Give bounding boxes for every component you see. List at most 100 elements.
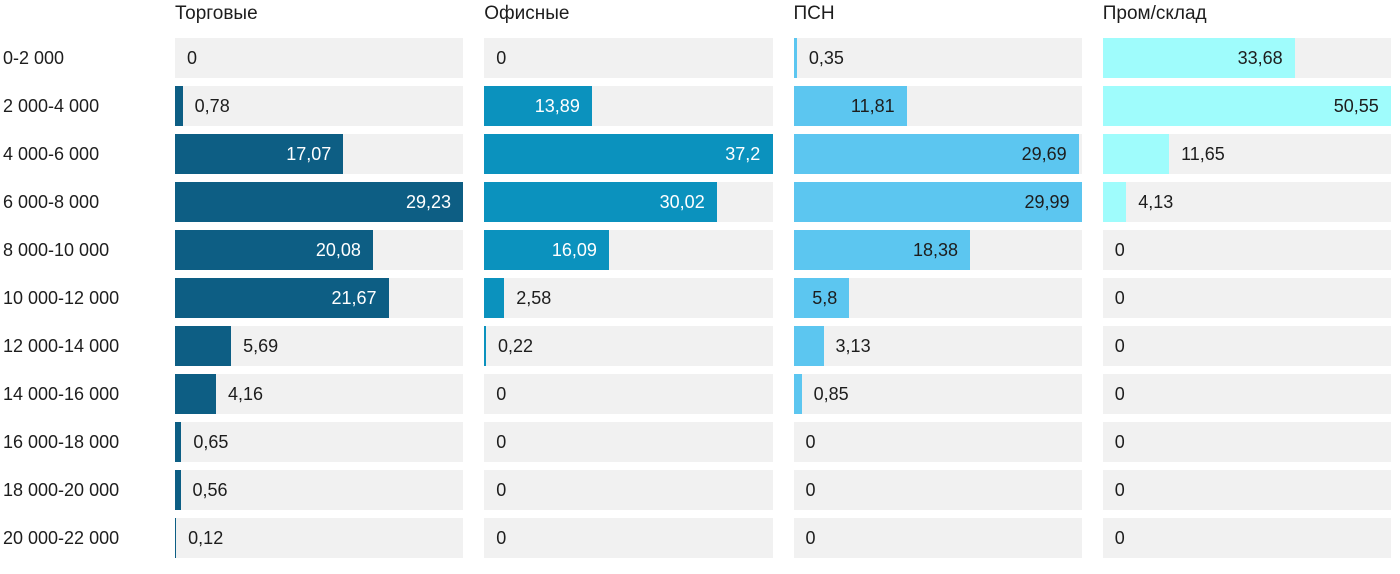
row-label: 8 000-10 000 bbox=[3, 240, 110, 260]
bar bbox=[484, 134, 773, 174]
bar-track: 50,55 bbox=[1102, 86, 1391, 126]
bar-track: 0,56 bbox=[175, 470, 464, 510]
bar-value-label: 11,65 bbox=[1181, 144, 1225, 164]
bar-value-label: 0 bbox=[496, 432, 507, 452]
row-label: 12 000-14 000 bbox=[3, 336, 120, 356]
bar-track: 0 bbox=[484, 422, 773, 462]
bar-track: 37,2 bbox=[484, 134, 773, 174]
bar-track: 0,35 bbox=[793, 38, 1082, 78]
bar-track: 0 bbox=[484, 38, 773, 78]
bar-track: 0 bbox=[484, 470, 773, 510]
bar bbox=[484, 326, 486, 366]
row-label: 0-2 000 bbox=[3, 48, 65, 68]
bar-track: 0 bbox=[484, 374, 773, 414]
bar bbox=[484, 86, 592, 126]
bar-track: 13,89 bbox=[484, 86, 773, 126]
bar bbox=[484, 230, 609, 270]
bar bbox=[175, 230, 374, 270]
bar-track: 30,02 bbox=[484, 182, 773, 222]
bar-track: 0 bbox=[1102, 278, 1391, 318]
bar bbox=[175, 86, 183, 126]
bar-track: 29,23 bbox=[175, 182, 464, 222]
bar-track: 0 bbox=[484, 518, 773, 558]
bar bbox=[484, 182, 717, 222]
bar-value-label: 13,89 bbox=[534, 96, 580, 116]
bar-track: 0,65 bbox=[175, 422, 464, 462]
bar-value-label: 5,8 bbox=[812, 288, 838, 308]
bar-value-label: 11,81 bbox=[850, 96, 895, 116]
bar-track: 4,13 bbox=[1102, 182, 1391, 222]
bar-track: 5,8 bbox=[793, 278, 1082, 318]
bar-value-label: 5,69 bbox=[243, 336, 279, 356]
bar-value-label: 0 bbox=[805, 480, 816, 500]
bar bbox=[793, 86, 907, 126]
row-label: 18 000-20 000 bbox=[3, 480, 120, 500]
bar-value-label: 29,99 bbox=[1024, 192, 1070, 212]
bar-value-label: 3,13 bbox=[835, 336, 871, 356]
bar-value-label: 0 bbox=[187, 48, 198, 68]
column-header-3: ПСН bbox=[793, 3, 835, 24]
bar-track: 21,67 bbox=[175, 278, 464, 318]
bar-value-label: 50,55 bbox=[1333, 96, 1379, 116]
bar-track: 0 bbox=[793, 470, 1082, 510]
bar-value-label: 4,16 bbox=[227, 384, 264, 404]
bar-value-label: 0 bbox=[1114, 336, 1125, 356]
bar-value-label: 0 bbox=[805, 432, 816, 452]
bar-track: 0 bbox=[793, 518, 1082, 558]
bar bbox=[793, 326, 824, 366]
bar bbox=[1102, 134, 1170, 174]
column-header-2: Офисные bbox=[484, 3, 570, 24]
bar-track: 0,12 bbox=[175, 518, 464, 558]
row-label: 20 000-22 000 bbox=[3, 528, 120, 548]
bar-track: 0 bbox=[1102, 230, 1391, 270]
bar-track: 16,09 bbox=[484, 230, 773, 270]
bar bbox=[1102, 38, 1295, 78]
corner-cell bbox=[0, 0, 154, 30]
bar-value-label: 33,68 bbox=[1237, 48, 1283, 68]
bar-value-label: 0 bbox=[1114, 528, 1125, 548]
bar-value-label: 0,78 bbox=[194, 96, 230, 116]
row-label: 10 000-12 000 bbox=[3, 288, 120, 308]
row-label: 16 000-18 000 bbox=[3, 432, 120, 452]
bar-track: 3,13 bbox=[793, 326, 1082, 366]
bar-value-label: 0,56 bbox=[192, 480, 228, 500]
bar-value-label: 0,35 bbox=[808, 48, 844, 68]
bar-track: 11,65 bbox=[1102, 134, 1391, 174]
row-label: 2 000-4 000 bbox=[3, 96, 100, 116]
bar bbox=[175, 182, 464, 222]
bar-value-label: 0 bbox=[1114, 384, 1125, 404]
bar-track: 20,08 bbox=[175, 230, 464, 270]
bar-track: 0,22 bbox=[484, 326, 773, 366]
bar bbox=[793, 374, 802, 414]
bar bbox=[793, 38, 797, 78]
bar-value-label: 30,02 bbox=[659, 192, 705, 212]
bar bbox=[793, 278, 850, 318]
bar bbox=[484, 278, 505, 318]
bar-value-label: 0 bbox=[1114, 480, 1125, 500]
bar bbox=[175, 278, 389, 318]
bar-track: 0 bbox=[1102, 470, 1391, 510]
bar-value-label: 0,65 bbox=[193, 432, 229, 452]
bar-value-label: 0,85 bbox=[813, 384, 849, 404]
bar-value-label: 0 bbox=[496, 480, 507, 500]
bar-value-label: 29,69 bbox=[1021, 144, 1067, 164]
bar-value-label: 0 bbox=[1114, 432, 1125, 452]
row-label: 14 000-16 000 bbox=[3, 384, 120, 404]
row-label: 4 000-6 000 bbox=[3, 144, 100, 164]
row-label: 6 000-8 000 bbox=[3, 192, 100, 212]
bar-track: 0,85 bbox=[793, 374, 1082, 414]
bar-value-label: 16,09 bbox=[551, 240, 597, 260]
bar-track: 29,69 bbox=[793, 134, 1082, 174]
bar-track: 0 bbox=[1102, 326, 1391, 366]
bar-value-label: 20,08 bbox=[315, 240, 361, 260]
bar-track: 0 bbox=[1102, 422, 1391, 462]
bar-value-label: 4,13 bbox=[1138, 192, 1174, 212]
bar bbox=[175, 470, 181, 510]
bar bbox=[793, 182, 1082, 222]
bar bbox=[1102, 182, 1127, 222]
bar-value-label: 29,23 bbox=[406, 192, 452, 212]
bar-track: 11,81 bbox=[793, 86, 1082, 126]
bar-track: 0,78 bbox=[175, 86, 464, 126]
bar bbox=[175, 518, 177, 558]
bar-value-label: 0,12 bbox=[188, 528, 224, 548]
